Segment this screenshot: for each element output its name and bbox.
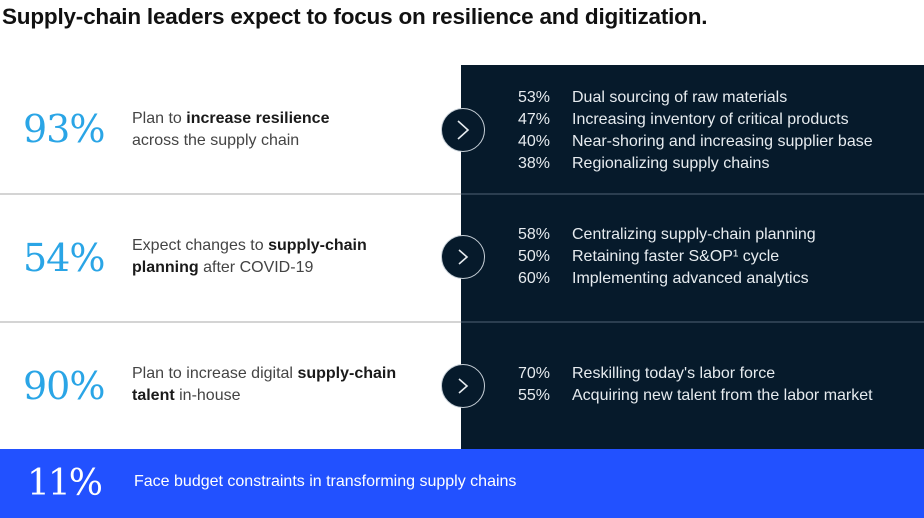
divider: [461, 321, 924, 323]
detail-pct: 70%: [518, 365, 551, 382]
stat-percentage: 93%: [23, 107, 105, 151]
detail-label: Regionalizing supply chains: [572, 155, 770, 172]
desc-text: Plan to increase digital: [132, 365, 298, 382]
detail-pct: 55%: [518, 387, 551, 404]
detail-pct: 60%: [518, 270, 551, 287]
detail-pct: 47%: [518, 111, 551, 128]
detail-label: Dual sourcing of raw materials: [572, 89, 788, 106]
band-percentage: 11%: [27, 463, 103, 504]
stat-percentage: 90%: [23, 364, 105, 408]
page-title: Supply-chain leaders expect to focus on …: [2, 4, 708, 29]
stat-description: Plan to increase digital supply-chain tal…: [132, 363, 432, 407]
detail-item: 70% Reskilling today's labor force: [518, 363, 873, 385]
detail-label: Increasing inventory of critical product…: [572, 111, 849, 128]
dark-detail-panel: [461, 65, 924, 449]
chevron-right-icon: [458, 249, 469, 265]
desc-bold-text: increase resilience: [186, 110, 330, 127]
stat-row-resilience: 93% Plan to increase resilience across t…: [0, 65, 924, 194]
expand-button[interactable]: [441, 364, 485, 408]
desc-text: Expect changes to: [132, 237, 269, 254]
detail-pct: 40%: [518, 133, 551, 150]
stat-percentage: 54%: [23, 236, 105, 280]
desc-text: after COVID-19: [198, 259, 314, 276]
expand-button[interactable]: [441, 235, 485, 279]
desc-bold-text: supply-chain talent: [132, 365, 397, 404]
detail-item: 47% Increasing inventory of critical prod…: [518, 109, 873, 131]
detail-list: 53% Dual sourcing of raw materials 47% Inc…: [518, 87, 873, 175]
stat-row-talent: 90% Plan to increase digital supply-chai…: [0, 322, 924, 449]
chevron-right-icon: [457, 120, 470, 140]
divider: [0, 193, 461, 195]
detail-item: 40% Near-shoring and increasing supplier …: [518, 131, 873, 153]
detail-item: 38% Regionalizing supply chains: [518, 153, 873, 175]
budget-constraint-band: 11% Face budget constraints in transform…: [0, 449, 924, 518]
detail-pct: 58%: [518, 226, 551, 243]
stat-description: Expect changes to supply-chain planning a…: [132, 235, 432, 279]
detail-item: 50% Retaining faster S&OP¹ cycle: [518, 246, 816, 268]
band-description: Face budget constraints in transforming …: [134, 473, 517, 490]
detail-item: 60% Implementing advanced analytics: [518, 268, 816, 290]
detail-pct: 53%: [518, 89, 551, 106]
detail-list: 70% Reskilling today's labor force 55% Acq…: [518, 363, 873, 407]
chevron-right-icon: [458, 378, 469, 394]
stat-description: Plan to increase resilience across the s…: [132, 108, 432, 152]
desc-text: across the supply chain: [132, 132, 300, 149]
desc-bold-text: supply-chain planning: [132, 237, 367, 276]
detail-label: Centralizing supply-chain planning: [572, 226, 816, 243]
expand-button[interactable]: [441, 108, 485, 152]
desc-text: Plan to: [132, 110, 187, 127]
detail-label: Retaining faster S&OP¹ cycle: [572, 248, 780, 265]
detail-item: 58% Centralizing supply-chain planning: [518, 224, 816, 246]
detail-pct: 50%: [518, 248, 551, 265]
detail-item: 55% Acquiring new talent from the labor m…: [518, 385, 873, 407]
stat-row-planning: 54% Expect changes to supply-chain planni…: [0, 194, 924, 322]
detail-label: Implementing advanced analytics: [572, 270, 809, 287]
detail-pct: 38%: [518, 155, 551, 172]
divider: [0, 321, 461, 323]
divider: [461, 193, 924, 195]
desc-text: in-house: [174, 387, 241, 404]
detail-item: 53% Dual sourcing of raw materials: [518, 87, 873, 109]
detail-label: Reskilling today's labor force: [572, 365, 776, 382]
detail-label: Acquiring new talent from the labor mark…: [572, 387, 873, 404]
detail-label: Near-shoring and increasing supplier bas…: [572, 133, 873, 150]
detail-list: 58% Centralizing supply-chain planning 50…: [518, 224, 816, 290]
